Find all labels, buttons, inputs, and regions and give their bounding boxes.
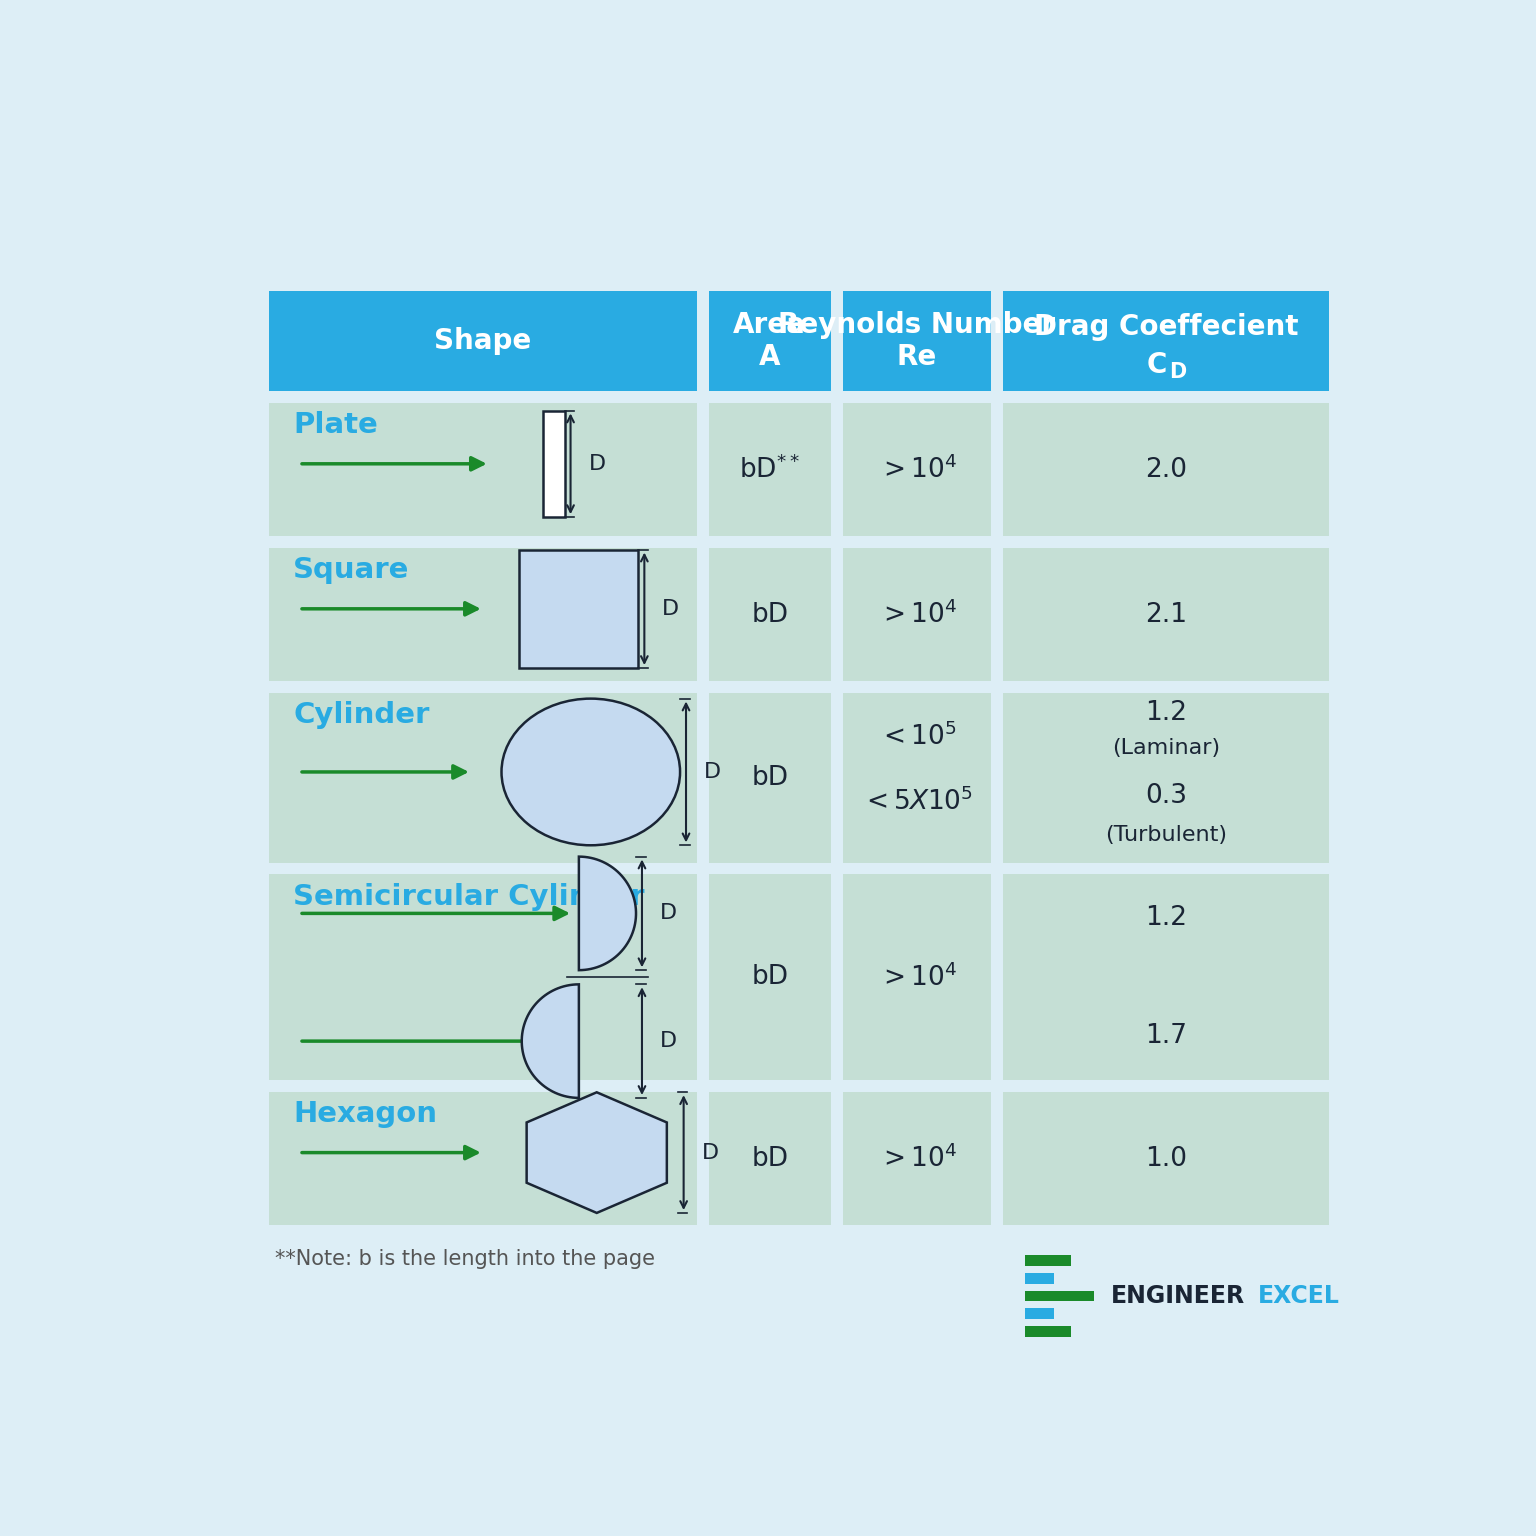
- Bar: [1026, 1273, 1054, 1284]
- Bar: [708, 874, 831, 1080]
- Bar: [843, 874, 991, 1080]
- Bar: [269, 1092, 697, 1226]
- Text: $> 10^4$: $> 10^4$: [877, 1144, 957, 1174]
- Bar: [1026, 1255, 1071, 1266]
- Bar: [843, 290, 991, 392]
- Text: C: C: [1146, 350, 1167, 379]
- Text: 1.0: 1.0: [1144, 1146, 1187, 1172]
- Polygon shape: [527, 1092, 667, 1213]
- Text: Square: Square: [293, 556, 410, 584]
- Text: $> 10^4$: $> 10^4$: [877, 963, 957, 992]
- Text: 2.1: 2.1: [1144, 602, 1187, 628]
- Text: $< 5X10^5$: $< 5X10^5$: [862, 788, 972, 816]
- Bar: [269, 290, 697, 392]
- Bar: [1026, 1326, 1071, 1336]
- Text: 1.2: 1.2: [1144, 700, 1187, 727]
- Text: 2.0: 2.0: [1144, 456, 1187, 482]
- Bar: [1026, 1309, 1054, 1319]
- Text: **Note: b is the length into the page: **Note: b is the length into the page: [275, 1249, 656, 1269]
- Text: bD$^{**}$: bD$^{**}$: [739, 456, 800, 484]
- Text: Hexagon: Hexagon: [293, 1100, 438, 1129]
- Polygon shape: [579, 857, 636, 971]
- Text: EXCEL: EXCEL: [1258, 1284, 1339, 1309]
- Text: Drag Coeffecient: Drag Coeffecient: [1034, 313, 1298, 341]
- Text: D: D: [660, 1031, 677, 1051]
- Text: Shape: Shape: [435, 327, 531, 355]
- Bar: [1003, 874, 1329, 1080]
- Bar: [843, 693, 991, 863]
- Text: bD: bD: [751, 1146, 788, 1172]
- Bar: [269, 693, 697, 863]
- Text: D: D: [703, 762, 720, 782]
- Bar: [269, 874, 697, 1080]
- Bar: [1003, 1092, 1329, 1226]
- Bar: [519, 550, 639, 668]
- Bar: [708, 402, 831, 536]
- Bar: [1003, 548, 1329, 682]
- Bar: [1003, 693, 1329, 863]
- Text: D: D: [660, 903, 677, 923]
- Bar: [544, 410, 565, 518]
- Text: D: D: [1169, 362, 1187, 382]
- Bar: [708, 290, 831, 392]
- Text: 1.2: 1.2: [1144, 905, 1187, 931]
- Text: D: D: [702, 1143, 719, 1163]
- Text: Reynolds Number
Re: Reynolds Number Re: [779, 310, 1055, 372]
- Bar: [708, 548, 831, 682]
- Text: bD: bD: [751, 965, 788, 991]
- Bar: [1026, 1290, 1094, 1301]
- Bar: [843, 402, 991, 536]
- Polygon shape: [522, 985, 579, 1098]
- Ellipse shape: [502, 699, 680, 845]
- Bar: [708, 693, 831, 863]
- Text: (Turbulent): (Turbulent): [1104, 825, 1227, 845]
- Text: bD: bD: [751, 602, 788, 628]
- Bar: [1003, 402, 1329, 536]
- Text: $> 10^4$: $> 10^4$: [877, 456, 957, 484]
- Bar: [269, 402, 697, 536]
- Text: 1.7: 1.7: [1144, 1023, 1187, 1049]
- Text: bD: bD: [751, 765, 788, 791]
- Text: ENGINEER: ENGINEER: [1111, 1284, 1246, 1309]
- Text: $> 10^4$: $> 10^4$: [877, 601, 957, 628]
- Bar: [269, 548, 697, 682]
- Bar: [1003, 290, 1329, 392]
- Bar: [843, 548, 991, 682]
- Text: Semicircular Cylinder: Semicircular Cylinder: [293, 883, 645, 911]
- Text: Area
A: Area A: [733, 310, 806, 372]
- Text: $< 10^5$: $< 10^5$: [877, 722, 955, 751]
- Bar: [708, 1092, 831, 1226]
- Text: (Laminar): (Laminar): [1112, 739, 1220, 759]
- Bar: [843, 1092, 991, 1226]
- Text: Cylinder: Cylinder: [293, 702, 430, 730]
- Text: D: D: [662, 599, 679, 619]
- Text: Plate: Plate: [293, 412, 378, 439]
- Text: D: D: [588, 453, 605, 473]
- Text: 0.3: 0.3: [1144, 783, 1187, 808]
